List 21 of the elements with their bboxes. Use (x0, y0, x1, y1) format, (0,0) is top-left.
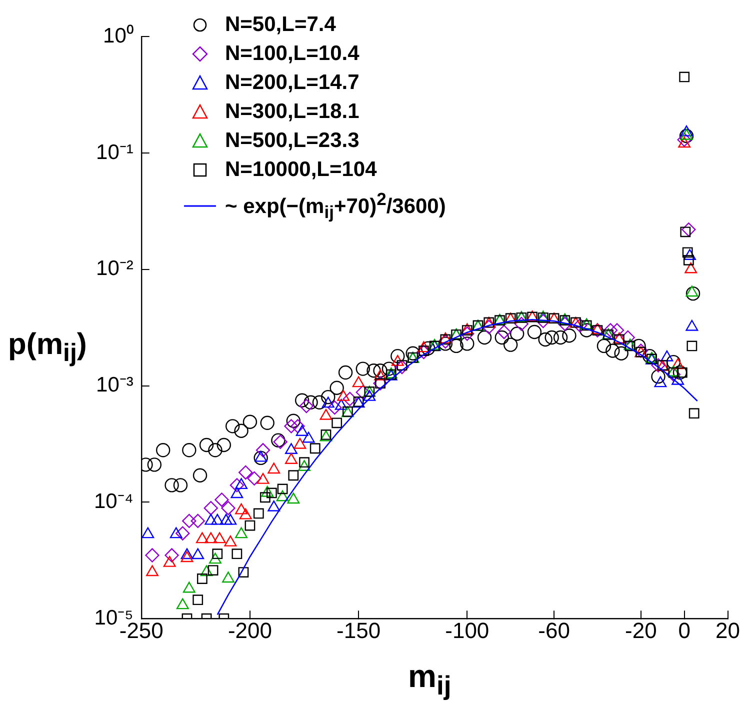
legend-label: N=50,L=7.4 (225, 12, 336, 38)
x-axis-title: m$_{ij}$ (408, 658, 452, 702)
x-tick-label: -200 (228, 618, 272, 643)
y-tick-label: 10⁻¹ (96, 140, 134, 164)
x-tick-label: 20 (716, 618, 740, 643)
x-tick-label: -60 (538, 618, 570, 643)
legend-label: N=500,L=23.3 (225, 128, 360, 154)
y-axis-title: p(m$_{ij}$) (8, 328, 87, 368)
legend-label: ~ exp(−(m$_{ij}$+70)$^{2}$/3600) (225, 188, 446, 224)
legend-label: N=200,L=14.7 (225, 70, 360, 96)
x-tick-label: -150 (336, 618, 381, 643)
legend-label: N=10000,L=104 (225, 157, 377, 183)
y-tick-label: 10⁻⁴ (94, 490, 134, 513)
y-tick-label: 10⁻³ (96, 374, 134, 397)
x-tick-label: -100 (445, 618, 490, 643)
x-tick-label: 0 (678, 618, 690, 643)
x-tick-label: -20 (624, 618, 657, 643)
y-tick-label: 10⁰ (103, 24, 134, 48)
legend-label: N=100,L=10.4 (225, 41, 360, 67)
y-tick-label: 10⁻² (96, 257, 134, 280)
legend-label: N=300,L=18.1 (225, 99, 360, 125)
